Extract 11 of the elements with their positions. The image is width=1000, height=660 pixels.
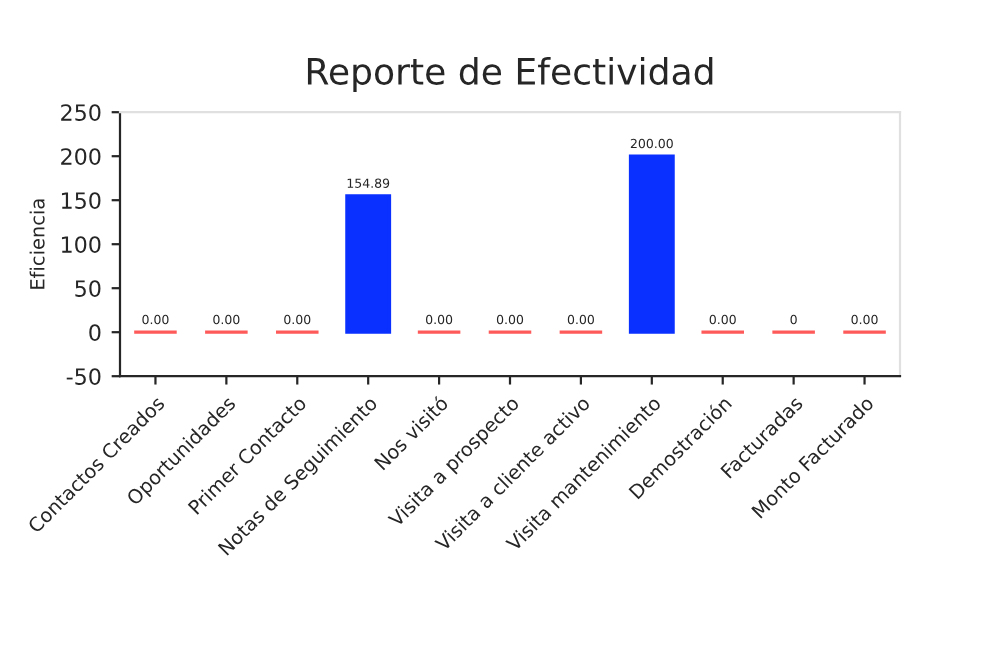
chart-title: Reporte de Efectividad [307, 56, 713, 92]
y-tick-label: 200 [61, 148, 101, 165]
y-tick-label: 0 [89, 324, 101, 341]
bar [345, 194, 392, 334]
bar [628, 154, 675, 334]
y-tick-label: -50 [66, 368, 101, 385]
y-tick-label: 250 [61, 104, 101, 121]
y-tick-label: 100 [61, 236, 101, 253]
y-axis-title: Eficiencia [29, 199, 45, 289]
y-tick-label: 50 [75, 280, 101, 297]
y-tick-label: 150 [61, 192, 101, 209]
